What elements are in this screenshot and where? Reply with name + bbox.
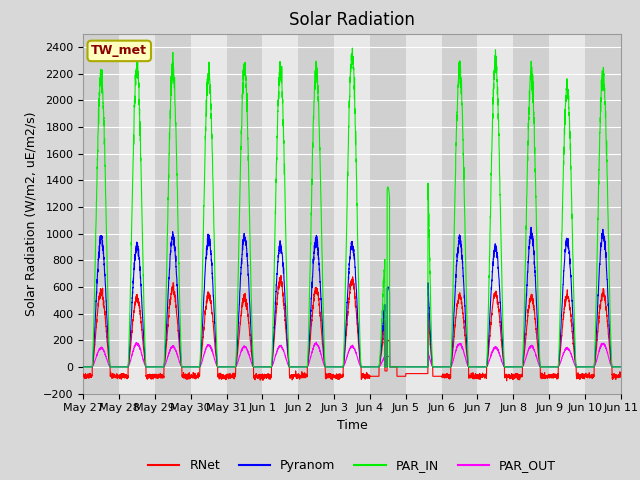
PAR_OUT bbox=[472, 364, 480, 370]
PAR_OUT bbox=[503, 364, 511, 370]
RNet bbox=[472, 373, 480, 379]
Bar bbox=[262, 34, 298, 394]
RNet bbox=[277, 273, 285, 278]
Bar bbox=[334, 34, 370, 394]
Line: PAR_OUT: PAR_OUT bbox=[83, 342, 621, 367]
Line: Pyranom: Pyranom bbox=[83, 228, 621, 367]
PAR_IN bbox=[443, 364, 451, 370]
Pyranom bbox=[176, 339, 184, 345]
Text: TW_met: TW_met bbox=[92, 44, 147, 58]
Line: PAR_IN: PAR_IN bbox=[83, 48, 621, 367]
PAR_IN bbox=[472, 364, 480, 370]
PAR_IN bbox=[79, 364, 87, 370]
RNet bbox=[617, 373, 625, 379]
PAR_OUT bbox=[332, 364, 340, 370]
X-axis label: Time: Time bbox=[337, 419, 367, 432]
RNet bbox=[332, 372, 340, 378]
Pyranom bbox=[443, 364, 451, 370]
Bar bbox=[298, 34, 334, 394]
PAR_OUT bbox=[312, 339, 320, 345]
RNet bbox=[616, 374, 624, 380]
Bar bbox=[549, 34, 585, 394]
PAR_IN bbox=[616, 364, 624, 370]
Bar bbox=[513, 34, 549, 394]
Pyranom bbox=[332, 364, 340, 370]
Pyranom bbox=[503, 364, 511, 370]
Pyranom bbox=[616, 364, 624, 370]
Bar bbox=[442, 34, 477, 394]
PAR_OUT bbox=[79, 364, 87, 370]
PAR_IN bbox=[332, 364, 340, 370]
PAR_IN bbox=[617, 364, 625, 370]
Legend: RNet, Pyranom, PAR_IN, PAR_OUT: RNet, Pyranom, PAR_IN, PAR_OUT bbox=[143, 455, 561, 477]
RNet bbox=[503, 373, 511, 379]
Bar bbox=[477, 34, 513, 394]
Bar bbox=[83, 34, 119, 394]
Pyranom bbox=[617, 364, 625, 370]
PAR_IN bbox=[176, 307, 184, 312]
Bar bbox=[119, 34, 155, 394]
Pyranom bbox=[472, 364, 480, 370]
RNet bbox=[503, 378, 511, 384]
PAR_OUT bbox=[617, 364, 625, 370]
PAR_IN bbox=[348, 45, 356, 51]
Title: Solar Radiation: Solar Radiation bbox=[289, 11, 415, 29]
Bar bbox=[155, 34, 191, 394]
PAR_OUT bbox=[176, 360, 184, 366]
Pyranom bbox=[527, 225, 535, 230]
Y-axis label: Solar Radiation (W/m2, uE/m2/s): Solar Radiation (W/m2, uE/m2/s) bbox=[24, 111, 37, 316]
Bar bbox=[370, 34, 406, 394]
RNet bbox=[79, 372, 87, 378]
PAR_OUT bbox=[443, 364, 451, 370]
Bar bbox=[227, 34, 262, 394]
PAR_OUT bbox=[616, 364, 624, 370]
Line: RNet: RNet bbox=[83, 276, 621, 381]
RNet bbox=[176, 348, 184, 354]
Bar bbox=[406, 34, 442, 394]
Pyranom bbox=[79, 364, 87, 370]
Bar bbox=[191, 34, 227, 394]
Bar bbox=[585, 34, 621, 394]
PAR_IN bbox=[503, 364, 511, 370]
RNet bbox=[443, 374, 451, 380]
